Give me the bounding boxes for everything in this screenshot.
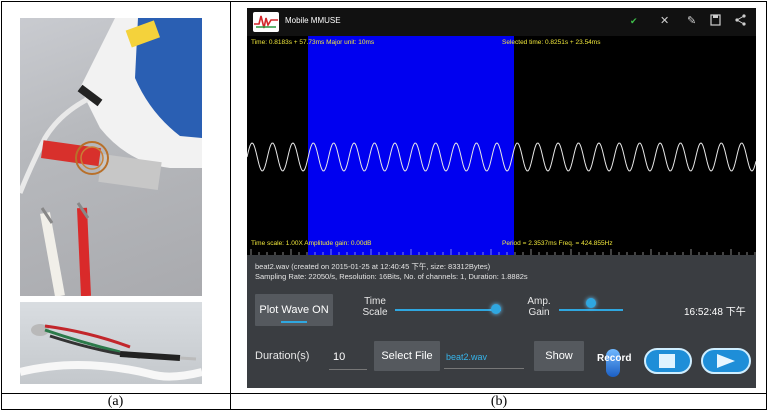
- stop-icon: [659, 354, 675, 368]
- close-icon[interactable]: ✕: [660, 15, 670, 27]
- select-file-button[interactable]: Select File: [374, 341, 440, 371]
- file-info-line2: Sampling Rate: 22050/s, Resolution: 16Bi…: [255, 272, 528, 281]
- app-bar: Mobile MMUSE ✔ ✕ ✎: [247, 8, 756, 36]
- duration-underline: [329, 369, 367, 370]
- time-scale-label: Time Scale: [362, 296, 388, 318]
- plot-wave-button[interactable]: Plot Wave ON: [255, 294, 333, 326]
- time-scale-knob[interactable]: [490, 304, 501, 314]
- clock-display: 16:52:48 下午: [684, 307, 746, 318]
- selection-region[interactable]: [308, 36, 514, 255]
- control-panel: beat2.wav (created on 2015-01-25 at 12:4…: [247, 255, 756, 388]
- waveform-line: [247, 142, 756, 172]
- column-divider: [230, 1, 231, 410]
- play-button[interactable]: [701, 348, 751, 374]
- mobile-app-screen: Mobile MMUSE ✔ ✕ ✎ Time: 0.8183s + 57.73…: [247, 8, 756, 388]
- show-button[interactable]: Show: [534, 341, 584, 371]
- amp-gain-knob[interactable]: [586, 298, 596, 308]
- device-photo: [20, 18, 202, 296]
- app-title: Mobile MMUSE: [285, 16, 341, 25]
- duration-input[interactable]: 10: [333, 351, 346, 363]
- period-readout: Period = 2.3537ms Freq. = 424.855Hz: [502, 240, 613, 247]
- toggle-indicator: [281, 321, 307, 323]
- save-icon[interactable]: [710, 14, 721, 31]
- caption-divider: [1, 393, 767, 394]
- duration-label: Duration(s): [255, 350, 310, 362]
- amp-gain-label: Amp. Gain: [527, 296, 551, 318]
- amp-gain-slider[interactable]: [559, 309, 623, 311]
- stop-button[interactable]: [644, 348, 692, 374]
- check-icon[interactable]: ✔: [630, 16, 638, 26]
- file-name-underline: [444, 368, 524, 369]
- time-readout: Time: 0.8183s + 57.73ms Major unit: 10ms: [251, 39, 375, 46]
- record-button[interactable]: Record: [597, 353, 632, 364]
- waveform-plot[interactable]: Time: 0.8183s + 57.73ms Major unit: 10ms…: [247, 36, 756, 255]
- selected-time-readout: Selected time: 0.8251s + 23.54ms: [502, 39, 601, 46]
- play-icon: [717, 354, 735, 368]
- microphone-icon: [606, 349, 620, 377]
- file-info-line1: beat2.wav (created on 2015-01-25 at 12:4…: [255, 262, 491, 271]
- time-axis-ticks: [250, 249, 756, 255]
- caption-a: (a): [107, 394, 124, 409]
- file-name-field[interactable]: beat2.wav: [446, 352, 488, 362]
- sensor-cable-photo: [20, 302, 202, 384]
- caption-b: (b): [490, 394, 508, 409]
- scale-readout: Time scale: 1.00X Amplitude gain: 0.00dB: [251, 240, 372, 247]
- share-icon[interactable]: [735, 14, 746, 30]
- app-logo: [253, 12, 279, 32]
- edit-icon[interactable]: ✎: [687, 15, 697, 27]
- plot-wave-label: Plot Wave ON: [259, 304, 329, 316]
- time-scale-slider[interactable]: [395, 309, 501, 311]
